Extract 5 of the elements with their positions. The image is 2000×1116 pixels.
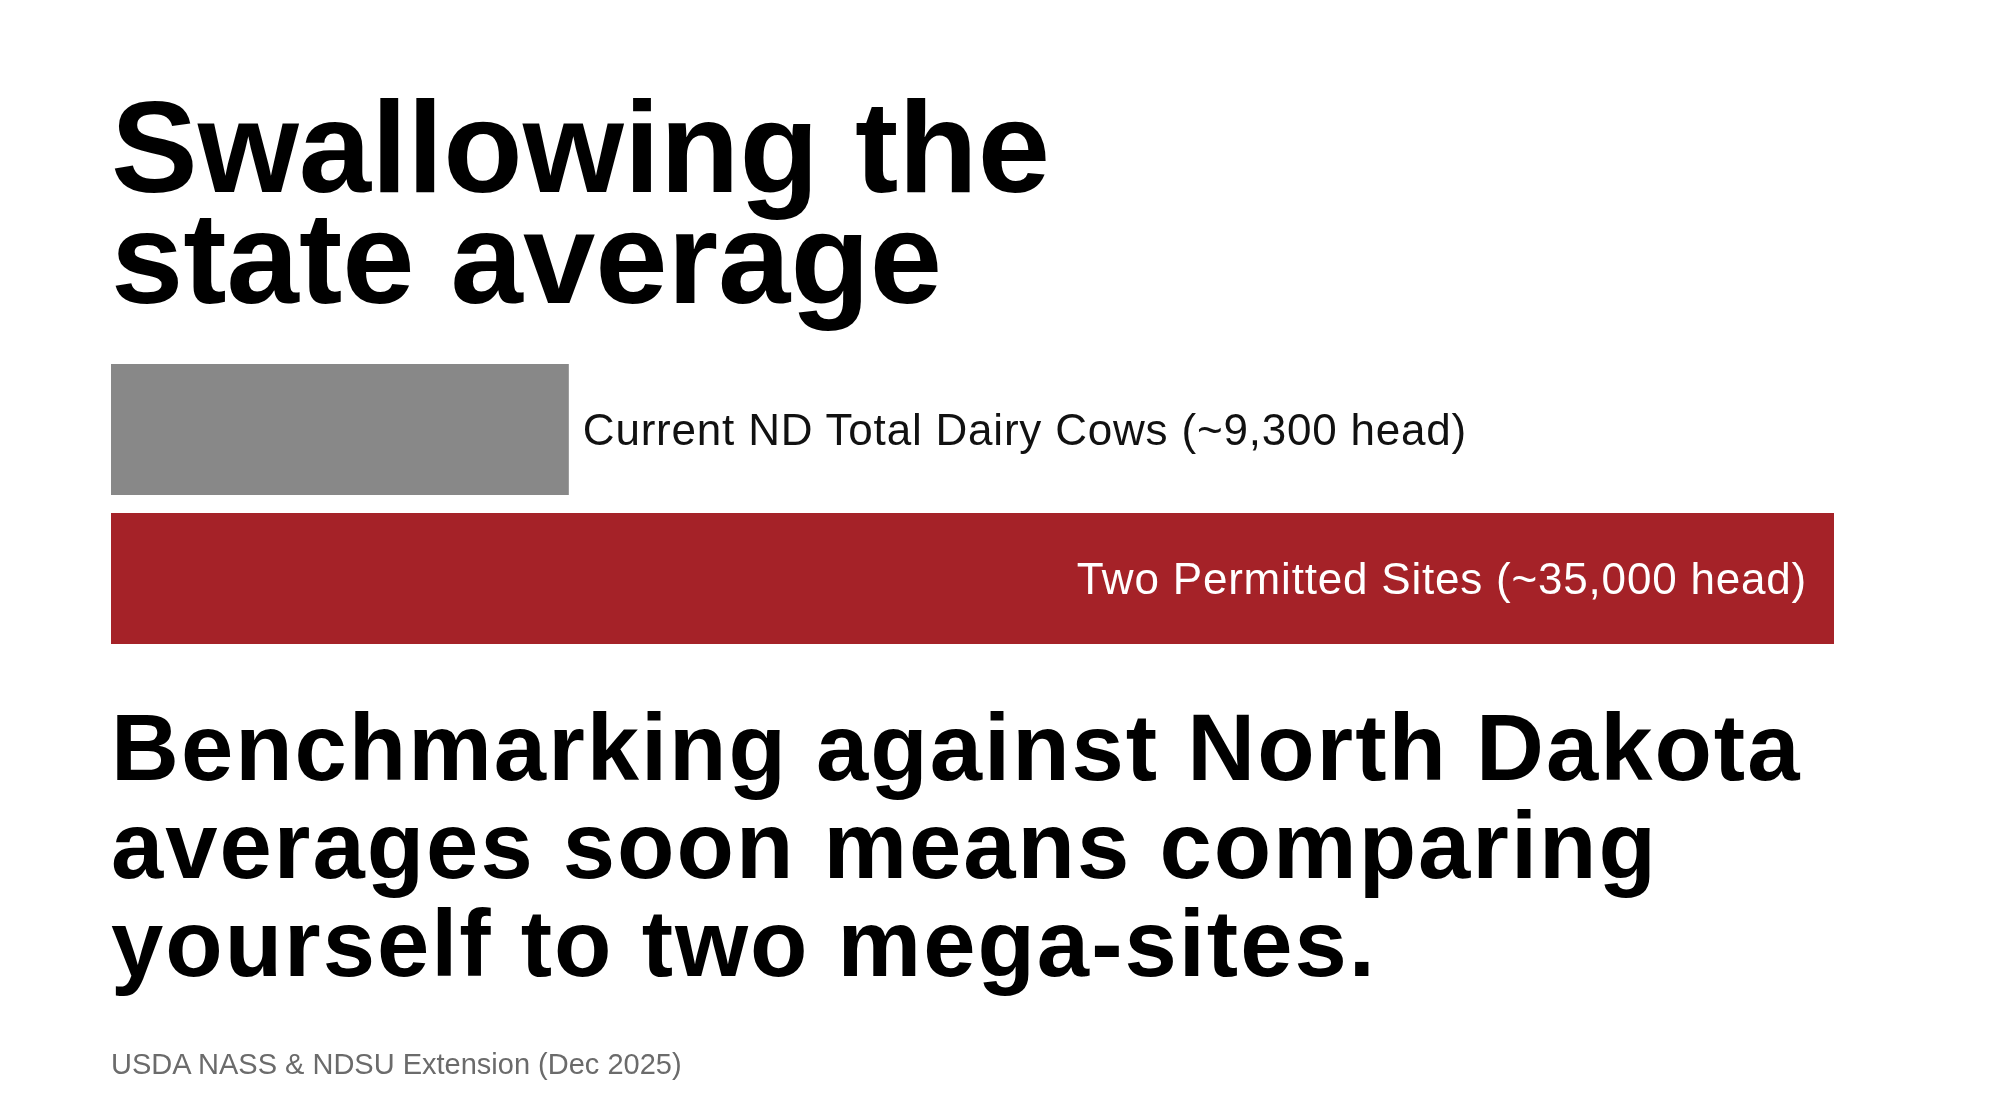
data-label: Current ND Total Dairy Cows (~9,300 head) bbox=[582, 405, 1468, 454]
data-label: Two Permitted Sites (~35,000 head) bbox=[1076, 554, 1807, 603]
text: Benchmarking against North Dakota averages soon means comparing yourself to two mega-sites. bbox=[111, 695, 1803, 996]
chart-title: Swallowing the state average bbox=[111, 74, 1051, 331]
text: USDA NASS & NDSU Extension (Dec 2025) bbox=[111, 1048, 682, 1080]
